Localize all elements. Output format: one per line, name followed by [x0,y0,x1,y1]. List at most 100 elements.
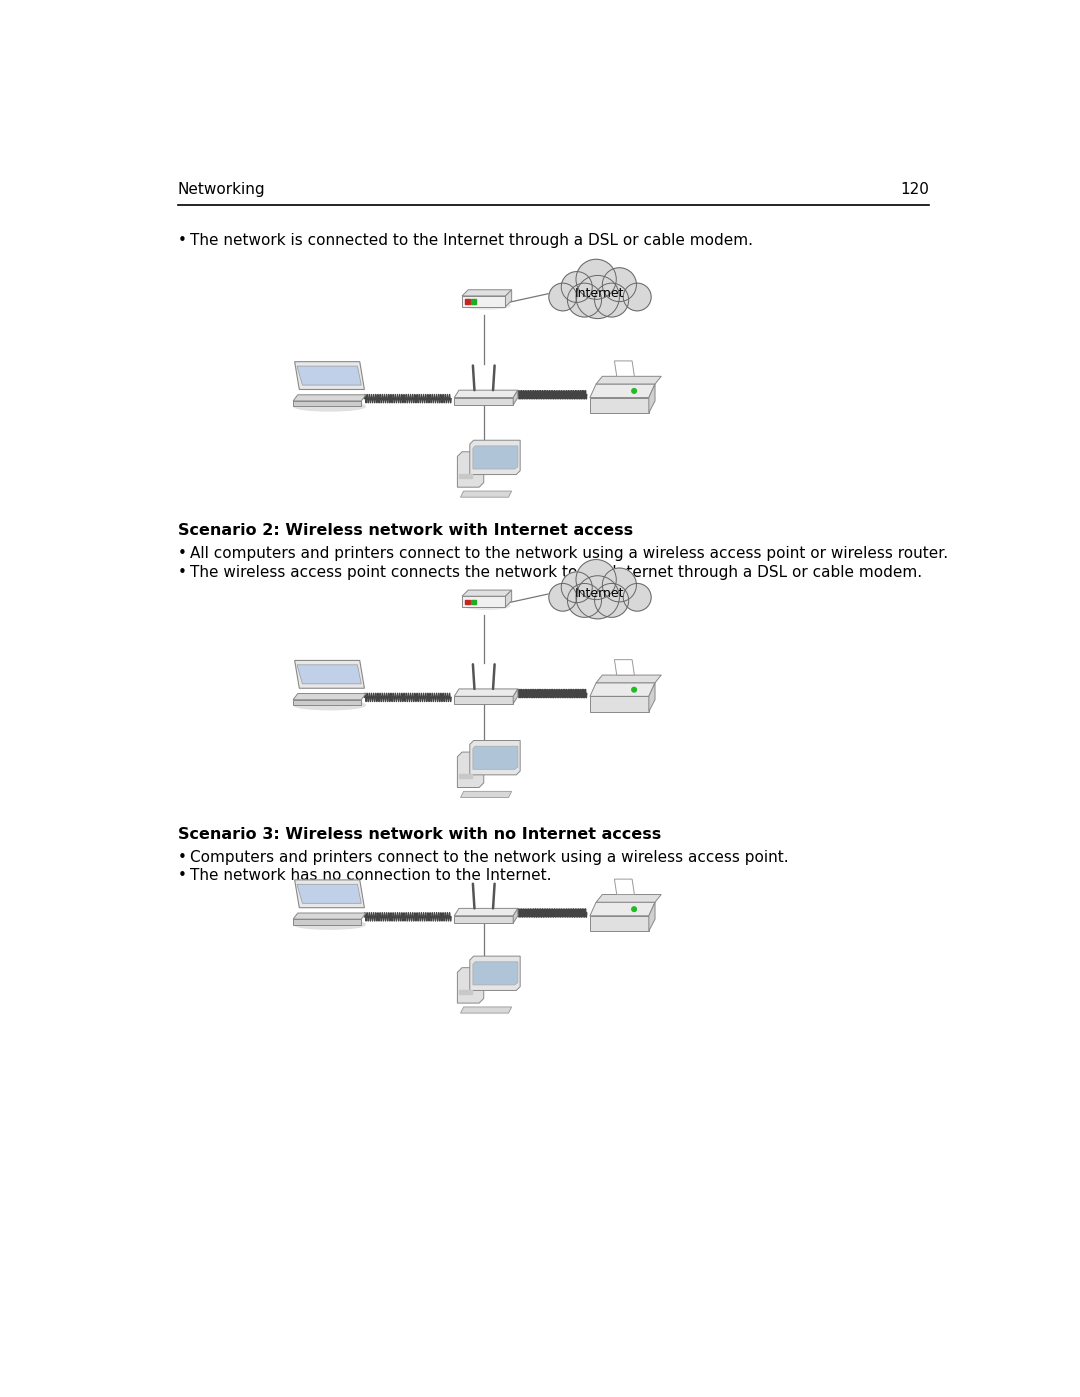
Text: Computers and printers connect to the network using a wireless access point.: Computers and printers connect to the ne… [190,849,788,865]
Circle shape [632,687,636,692]
Ellipse shape [463,302,510,309]
Polygon shape [293,914,366,919]
Polygon shape [455,689,517,696]
Circle shape [623,284,651,312]
Circle shape [549,584,577,610]
Polygon shape [596,894,661,902]
Polygon shape [462,590,512,597]
Text: Internet: Internet [576,587,624,599]
Polygon shape [590,902,656,916]
Text: Scenario 2: Wireless network with Internet access: Scenario 2: Wireless network with Intern… [177,524,633,538]
Polygon shape [460,1007,512,1013]
Polygon shape [513,908,517,923]
Polygon shape [615,879,634,894]
Ellipse shape [294,402,365,411]
Text: The network is connected to the Internet through a DSL or cable modem.: The network is connected to the Internet… [190,233,753,249]
Text: •: • [177,849,187,865]
Polygon shape [473,746,517,770]
Polygon shape [462,289,512,296]
Polygon shape [293,395,366,401]
Circle shape [632,907,636,911]
Polygon shape [596,376,661,384]
Polygon shape [460,490,512,497]
Ellipse shape [463,602,510,609]
Circle shape [562,571,592,602]
Text: The network has no connection to the Internet.: The network has no connection to the Int… [190,869,552,883]
Polygon shape [458,752,484,788]
Circle shape [549,284,577,312]
Text: Scenario 3: Wireless network with no Internet access: Scenario 3: Wireless network with no Int… [177,827,661,842]
Polygon shape [293,919,362,925]
Polygon shape [295,880,364,908]
Bar [465,299,470,305]
Circle shape [567,284,602,317]
Polygon shape [505,590,512,608]
Polygon shape [590,916,649,930]
Ellipse shape [294,921,365,929]
Polygon shape [473,446,517,469]
Text: •: • [177,869,187,883]
Polygon shape [473,961,517,985]
Polygon shape [455,696,513,704]
Circle shape [623,584,651,610]
Polygon shape [293,693,366,700]
Bar [459,774,472,778]
Text: 120: 120 [901,182,930,197]
Bar [465,599,470,605]
Circle shape [567,584,602,617]
Polygon shape [460,791,512,798]
Text: •: • [177,233,187,249]
Polygon shape [462,597,505,608]
Polygon shape [297,665,362,685]
Polygon shape [649,902,656,930]
Text: Internet: Internet [576,286,624,299]
Circle shape [603,268,636,302]
Polygon shape [470,740,521,775]
Polygon shape [615,659,634,675]
Polygon shape [293,700,362,705]
Polygon shape [458,968,484,1003]
Polygon shape [513,390,517,405]
Bar [471,299,476,305]
Text: All computers and printers connect to the network using a wireless access point : All computers and printers connect to th… [190,546,948,562]
Polygon shape [295,362,364,390]
Bar [459,990,472,993]
Polygon shape [590,696,649,711]
Text: •: • [177,564,187,580]
Polygon shape [649,683,656,711]
Polygon shape [513,689,517,704]
Polygon shape [455,390,517,398]
Polygon shape [590,398,649,412]
Polygon shape [455,916,513,923]
Polygon shape [455,908,517,916]
Text: The wireless access point connects the network to the Internet through a DSL or : The wireless access point connects the n… [190,564,922,580]
Polygon shape [458,451,484,488]
Bar [459,474,472,478]
Polygon shape [590,683,656,696]
Polygon shape [596,675,661,683]
Circle shape [595,284,629,317]
Polygon shape [505,289,512,307]
Circle shape [603,569,636,602]
Polygon shape [615,360,634,376]
Text: Networking: Networking [177,182,266,197]
Polygon shape [297,366,362,386]
Polygon shape [462,296,505,307]
Circle shape [576,576,619,619]
Bar [471,599,476,605]
Polygon shape [470,440,521,475]
Polygon shape [470,956,521,990]
Circle shape [632,388,636,393]
Polygon shape [295,661,364,689]
Polygon shape [649,384,656,412]
Circle shape [595,584,629,617]
Circle shape [576,560,617,599]
Circle shape [562,271,592,302]
Text: •: • [177,546,187,562]
Polygon shape [590,384,656,398]
Polygon shape [297,884,362,904]
Circle shape [576,260,617,299]
Circle shape [576,275,619,319]
Polygon shape [293,401,362,407]
Ellipse shape [294,700,365,710]
